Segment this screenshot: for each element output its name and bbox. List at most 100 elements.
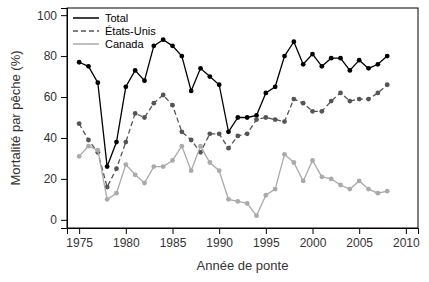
point — [151, 164, 156, 169]
tick: 100 — [37, 9, 67, 23]
point — [77, 121, 82, 126]
point — [385, 82, 390, 87]
point — [282, 54, 287, 59]
point — [123, 162, 128, 167]
series-line — [79, 85, 387, 187]
legend-label: Canada — [105, 38, 144, 50]
point — [142, 115, 147, 120]
legend-label: Total — [105, 12, 128, 24]
point — [385, 189, 390, 194]
point — [245, 201, 250, 206]
point — [273, 117, 278, 122]
plot-area — [77, 37, 390, 218]
point — [347, 99, 352, 104]
point — [217, 82, 222, 87]
tick-mark — [172, 228, 173, 234]
axis-line — [61, 9, 68, 229]
tick-mark — [79, 228, 80, 234]
point — [366, 187, 371, 192]
point — [170, 43, 175, 48]
point — [291, 39, 296, 44]
point — [375, 91, 380, 96]
point — [385, 54, 390, 59]
point — [357, 179, 362, 184]
tick-label: 1975 — [66, 236, 93, 250]
point — [273, 84, 278, 89]
tick-mark — [219, 228, 220, 234]
tick-mark — [61, 15, 67, 16]
tick: 1995 — [253, 228, 280, 250]
tick-mark — [61, 97, 67, 98]
point — [226, 129, 231, 134]
point — [226, 146, 231, 151]
point — [142, 78, 147, 83]
point — [179, 144, 184, 149]
point — [161, 93, 166, 98]
point — [282, 152, 287, 157]
point — [375, 191, 380, 196]
point — [235, 134, 240, 139]
point — [95, 148, 100, 153]
point — [77, 154, 82, 159]
tick-label: 0 — [50, 213, 57, 227]
point — [226, 197, 231, 202]
point — [319, 174, 324, 179]
tick-label: 40 — [44, 131, 58, 145]
point — [105, 164, 110, 169]
tick-mark — [61, 220, 67, 221]
point — [151, 101, 156, 106]
legend-swatch — [73, 30, 99, 32]
tick: 2010 — [393, 228, 420, 250]
tick: 20 — [44, 172, 67, 186]
point — [123, 84, 128, 89]
tick-label: 1985 — [160, 236, 187, 250]
legend-swatch — [73, 17, 99, 19]
point — [198, 66, 203, 71]
point — [170, 158, 175, 163]
point — [133, 172, 138, 177]
point — [329, 99, 334, 104]
tick-label: 2005 — [346, 236, 373, 250]
point — [338, 183, 343, 188]
point — [161, 37, 166, 42]
tick-mark — [313, 228, 314, 234]
point — [301, 62, 306, 67]
point — [86, 144, 91, 149]
point — [263, 193, 268, 198]
point — [151, 43, 156, 48]
tick-label: 20 — [44, 172, 58, 186]
point — [179, 129, 184, 134]
legend: TotalÉtats-UnisCanada — [73, 12, 156, 50]
chart: 1975198019851990199520002005201002040608… — [0, 0, 429, 282]
point — [357, 58, 362, 63]
point — [161, 164, 166, 169]
point — [254, 213, 259, 218]
tick: 2005 — [346, 228, 373, 250]
legend-swatch — [73, 43, 99, 45]
point — [357, 97, 362, 102]
point — [189, 138, 194, 143]
tick: 40 — [44, 131, 67, 145]
point — [347, 187, 352, 192]
point — [319, 64, 324, 69]
point — [273, 187, 278, 192]
series-line — [79, 146, 387, 216]
point — [282, 119, 287, 124]
point — [291, 97, 296, 102]
point — [245, 115, 250, 120]
point — [123, 140, 128, 145]
point — [263, 115, 268, 120]
point — [329, 56, 334, 61]
tick: 0 — [50, 213, 67, 227]
series-line — [79, 40, 387, 167]
point — [310, 52, 315, 57]
tick: 1990 — [206, 228, 233, 250]
tick-label: 1980 — [113, 236, 140, 250]
point — [217, 131, 222, 136]
tick-label: 2010 — [393, 236, 420, 250]
tick-mark — [406, 228, 407, 234]
axis-line — [68, 229, 419, 235]
tick: 1975 — [66, 228, 93, 250]
tick-mark — [266, 228, 267, 234]
plot-frame — [67, 8, 418, 228]
